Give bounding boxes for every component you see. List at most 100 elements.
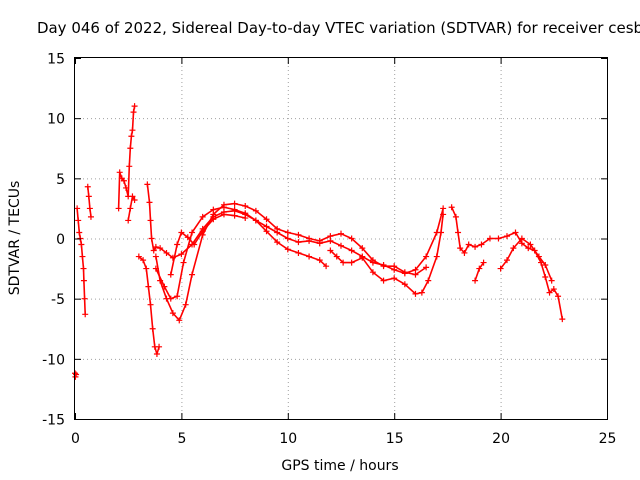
data-point: [369, 257, 376, 264]
data-point: [127, 205, 134, 212]
data-point: [161, 283, 168, 290]
data-point: [80, 277, 87, 284]
data-point: [284, 235, 291, 242]
data-point: [178, 229, 185, 236]
data-point: [75, 217, 82, 224]
data-point: [80, 265, 87, 272]
data-point: [472, 243, 479, 250]
data-point: [527, 241, 534, 248]
data-point: [457, 245, 464, 252]
data-point: [210, 216, 217, 223]
data-point: [82, 311, 89, 318]
data-point: [231, 200, 238, 207]
data-point: [163, 249, 170, 256]
data-point: [486, 235, 493, 242]
x-tick-label: 15: [386, 431, 404, 447]
data-point: [542, 274, 549, 281]
data-point: [333, 253, 340, 260]
data-point: [252, 207, 259, 214]
data-point: [180, 259, 187, 266]
data-point: [81, 295, 88, 302]
data-point: [263, 216, 270, 223]
data-point: [440, 205, 447, 212]
data-point: [84, 183, 91, 190]
data-point: [242, 203, 249, 210]
data-point: [167, 295, 174, 302]
data-point: [495, 235, 502, 242]
data-point: [140, 257, 147, 264]
data-point: [126, 163, 133, 170]
data-series-arc-5: [125, 193, 138, 224]
data-point: [147, 217, 154, 224]
data-point: [440, 211, 447, 218]
data-series-arc-1: [72, 370, 80, 380]
data-point: [438, 229, 445, 236]
series-line: [499, 237, 553, 282]
data-point: [480, 259, 487, 266]
data-series-arc-11: [327, 211, 447, 297]
y-tick-label: -10: [42, 352, 65, 368]
data-point: [295, 239, 302, 246]
data-point: [348, 259, 355, 266]
data-point: [478, 241, 485, 248]
data-point: [512, 229, 519, 236]
data-point: [242, 215, 249, 222]
data-point: [423, 253, 430, 260]
data-point: [199, 213, 206, 220]
data-point: [147, 301, 154, 308]
data-series-arc-9: [152, 204, 330, 302]
data-point: [525, 245, 532, 252]
data-point: [79, 253, 86, 260]
data-point: [274, 225, 281, 232]
data-point: [167, 271, 174, 278]
data-point: [263, 228, 270, 235]
data-point: [452, 213, 459, 220]
data-series-arc-13: [472, 259, 487, 284]
series-line: [117, 105, 136, 210]
data-series-layer: [72, 103, 566, 380]
data-series-arc-12: [448, 204, 566, 323]
data-point: [174, 293, 181, 300]
data-point: [359, 245, 366, 252]
data-point: [559, 316, 566, 323]
data-point: [115, 205, 122, 212]
data-point: [129, 193, 136, 200]
data-point: [152, 265, 159, 272]
y-tick-label: -15: [42, 413, 65, 429]
y-tick-label: 10: [47, 112, 65, 128]
data-series-arc-6: [135, 253, 163, 358]
data-point: [274, 239, 281, 246]
data-point: [191, 241, 198, 248]
chart-title: Day 046 of 2022, Sidereal Day-to-day VTE…: [37, 19, 640, 37]
data-point: [210, 206, 217, 213]
data-point: [412, 271, 419, 278]
data-point: [130, 109, 137, 116]
data-point: [348, 235, 355, 242]
data-point: [143, 265, 150, 272]
data-series-arc-4: [115, 103, 138, 212]
data-point: [412, 290, 419, 297]
data-point: [418, 289, 425, 296]
data-point: [510, 245, 517, 252]
data-point: [338, 230, 344, 237]
x-tick-label: 20: [492, 431, 510, 447]
data-point: [184, 234, 191, 241]
data-point: [295, 231, 302, 238]
data-point: [129, 127, 136, 134]
data-point: [135, 253, 142, 260]
data-point: [284, 229, 291, 236]
axis-ticks: 0 5 10 15 20 25 -15 -10 -5 0 5 10 15: [42, 52, 616, 448]
data-series-arc-7: [144, 181, 447, 277]
data-point: [149, 325, 156, 332]
y-axis-label: SDTVAR / TECUs: [7, 181, 23, 296]
data-point: [503, 257, 510, 264]
data-series-arc-2: [74, 205, 89, 318]
data-series-arc-10: [167, 211, 249, 278]
plot-frame: [74, 57, 608, 420]
data-point: [86, 205, 93, 212]
series-line: [127, 195, 136, 222]
series-line: [170, 213, 246, 276]
data-point: [199, 228, 206, 235]
data-point: [327, 247, 334, 254]
